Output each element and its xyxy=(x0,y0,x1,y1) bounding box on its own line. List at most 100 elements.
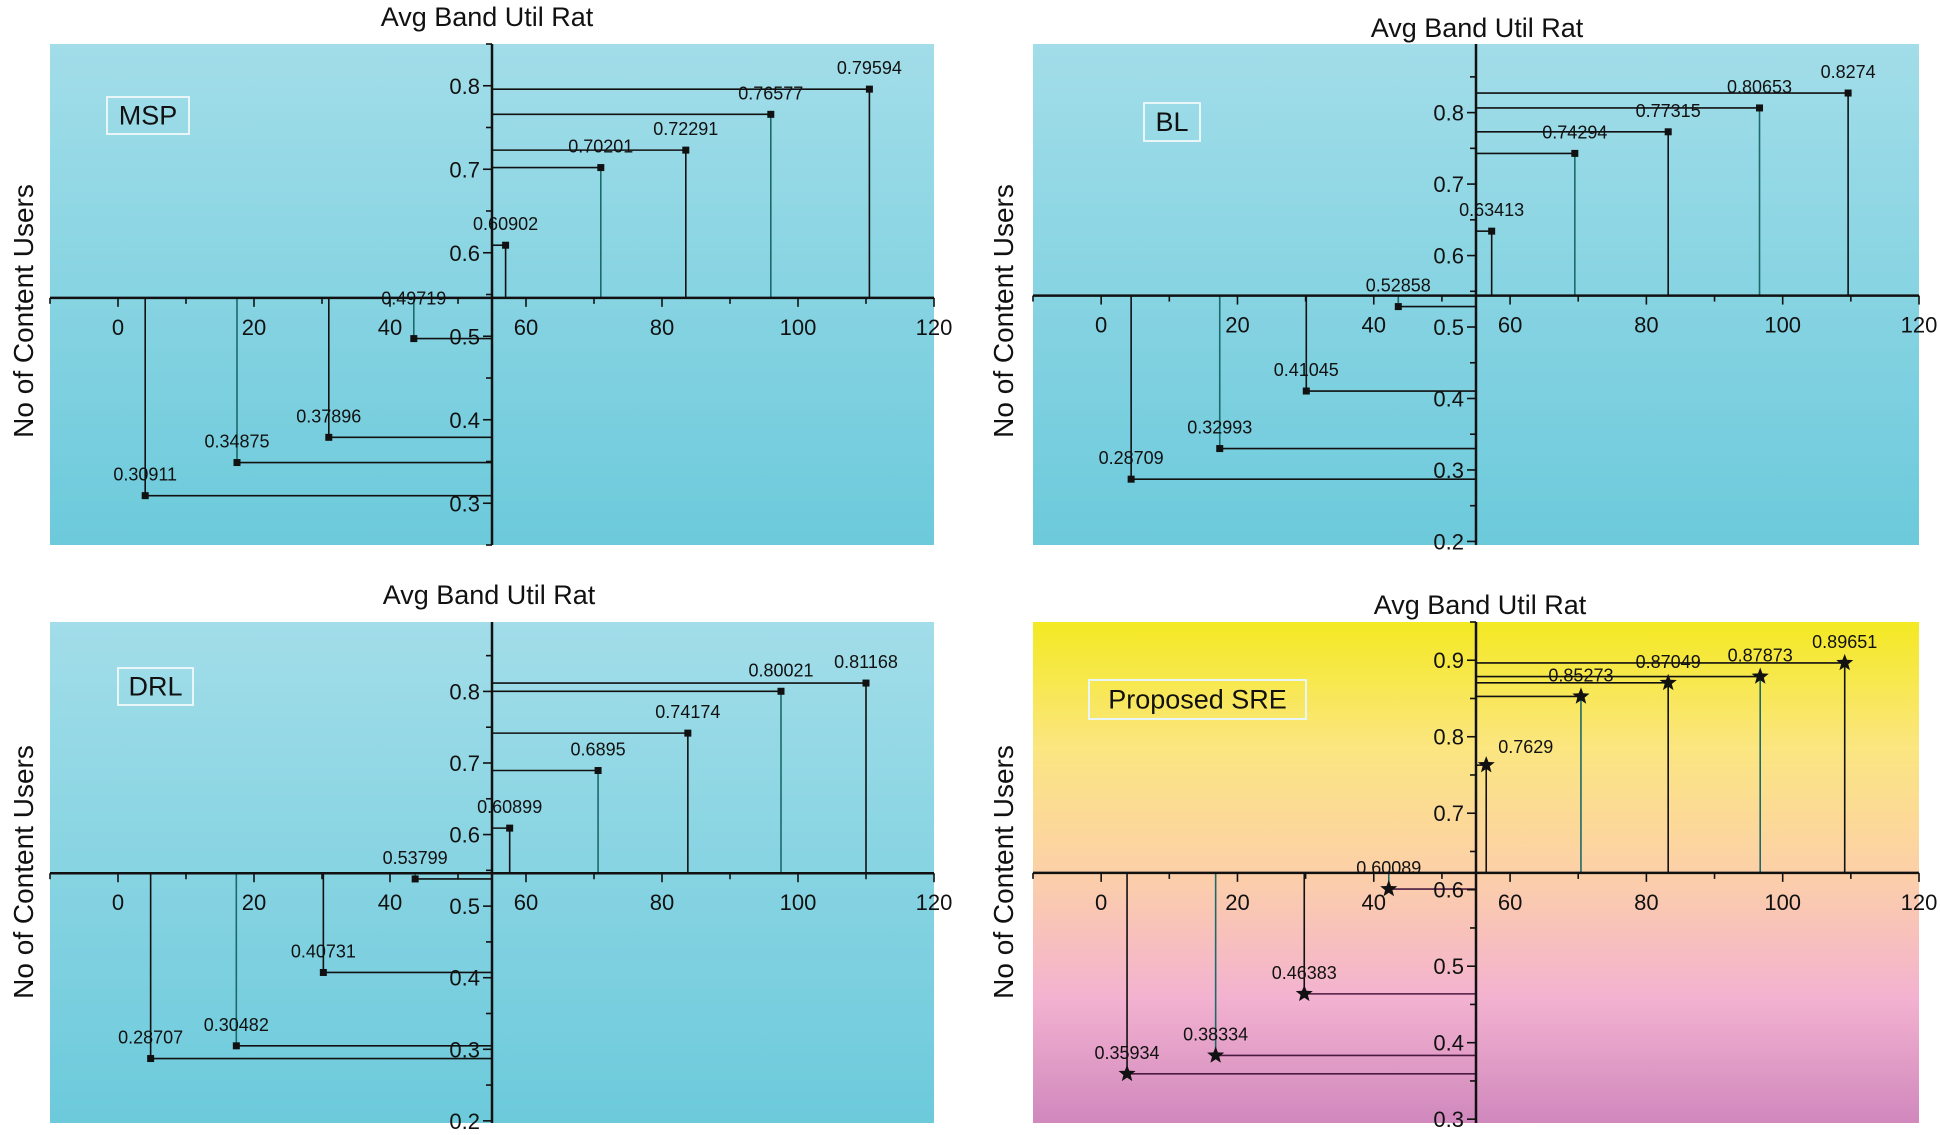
x-tick-label: 0 xyxy=(112,315,124,340)
data-point xyxy=(1751,667,1769,684)
data-point xyxy=(233,459,241,467)
y-tick-label: 0.5 xyxy=(449,894,480,919)
y-tick-label: 0.4 xyxy=(449,966,480,991)
y-tick-label: 0.5 xyxy=(449,324,480,349)
data-point xyxy=(1659,673,1677,691)
data-label: 0.8274 xyxy=(1821,62,1876,82)
y-axis-label: No of Content Users xyxy=(988,745,1019,999)
data-point xyxy=(865,85,873,93)
data-point xyxy=(1207,1046,1225,1063)
data-point xyxy=(777,687,785,695)
y-tick-label: 0.4 xyxy=(449,408,480,433)
x-tick-label: 120 xyxy=(1901,313,1938,338)
chart-panel-msp: Avg Band Util Rat No of Content Users MSP 0… xyxy=(8,2,953,546)
data-label: 0.60089 xyxy=(1356,858,1421,878)
y-tick-label: 0.8 xyxy=(449,679,480,704)
data-point xyxy=(325,433,333,441)
data-point xyxy=(862,679,870,687)
data-point xyxy=(594,767,602,775)
data-label: 0.72291 xyxy=(653,119,718,139)
data-label: 0.60902 xyxy=(473,214,538,234)
y-tick-label: 0.3 xyxy=(1433,1107,1464,1132)
y-tick-label: 0.3 xyxy=(1433,458,1464,483)
x-tick-label: 120 xyxy=(1901,890,1938,915)
data-label: 0.74174 xyxy=(655,702,720,722)
data-label: 0.37896 xyxy=(296,406,361,426)
x-tick-label: 20 xyxy=(242,890,266,915)
y-tick-label: 0.8 xyxy=(1433,725,1464,750)
x-tick-label: 20 xyxy=(1225,890,1249,915)
y-tick-label: 0.6 xyxy=(449,823,480,848)
data-point xyxy=(1118,1064,1136,1082)
y-tick-label: 0.3 xyxy=(449,491,480,516)
x-tick-label: 60 xyxy=(514,315,538,340)
chart-title: Avg Band Util Rat xyxy=(383,580,596,610)
data-label: 0.87873 xyxy=(1728,646,1793,666)
y-tick-label: 0.2 xyxy=(1433,529,1464,554)
data-point xyxy=(147,1055,155,1063)
data-label: 0.74294 xyxy=(1542,122,1607,142)
y-tick-label: 0.6 xyxy=(1433,878,1464,903)
x-tick-label: 80 xyxy=(650,315,674,340)
data-point xyxy=(411,875,419,883)
data-label: 0.30911 xyxy=(113,465,177,485)
chart-title: Avg Band Util Rat xyxy=(1374,590,1587,620)
x-tick-label: 0 xyxy=(1095,890,1107,915)
data-point xyxy=(1216,445,1224,453)
y-tick-label: 0.7 xyxy=(1433,801,1464,826)
data-point xyxy=(1572,687,1590,704)
x-tick-label: 120 xyxy=(916,315,953,340)
x-tick-label: 60 xyxy=(514,890,538,915)
data-point xyxy=(1295,984,1313,1002)
data-point xyxy=(1380,880,1398,897)
data-point xyxy=(597,164,605,172)
data-point xyxy=(1488,227,1496,235)
y-tick-label: 0.7 xyxy=(449,157,480,182)
data-point xyxy=(1302,387,1310,395)
chart-panel-bl: Avg Band Util Rat No of Content Users BL 0 2… xyxy=(988,13,1937,554)
x-tick-label: 40 xyxy=(1362,890,1386,915)
data-label: 0.35934 xyxy=(1095,1043,1160,1063)
data-point xyxy=(1571,149,1579,157)
legend-box xyxy=(106,96,190,135)
data-point xyxy=(1836,653,1854,671)
x-tick-label: 120 xyxy=(916,890,953,915)
legend-box xyxy=(1143,102,1201,142)
data-point xyxy=(684,729,692,737)
data-label: 0.80653 xyxy=(1727,77,1792,97)
y-tick-label: 0.5 xyxy=(1433,315,1464,340)
y-axis-label: No of Content Users xyxy=(988,184,1019,438)
data-point xyxy=(319,968,327,976)
x-tick-label: 60 xyxy=(1498,890,1522,915)
chart-panel-proposed-sre: Avg Band Util Rat No of Content Users Prop… xyxy=(988,590,1937,1132)
x-tick-label: 60 xyxy=(1498,313,1522,338)
y-axis-label: No of Content Users xyxy=(8,184,39,438)
x-tick-label: 100 xyxy=(780,315,817,340)
data-label: 0.38334 xyxy=(1183,1024,1248,1044)
legend-box xyxy=(1088,679,1307,720)
data-point xyxy=(767,110,775,118)
data-point xyxy=(1394,303,1402,311)
data-label: 0.30482 xyxy=(204,1015,269,1035)
data-point xyxy=(682,146,690,154)
data-point xyxy=(1477,756,1495,773)
data-label: 0.53799 xyxy=(383,848,448,868)
data-label: 0.34875 xyxy=(204,432,269,452)
data-label: 0.85273 xyxy=(1548,665,1613,685)
data-label: 0.80021 xyxy=(748,660,813,680)
data-label: 0.63413 xyxy=(1459,200,1524,220)
x-tick-label: 100 xyxy=(1764,313,1801,338)
data-label: 0.28709 xyxy=(1099,448,1164,468)
data-label: 0.41045 xyxy=(1274,360,1339,380)
data-label: 0.76577 xyxy=(738,83,803,103)
data-point xyxy=(502,241,510,249)
x-tick-label: 0 xyxy=(1095,313,1107,338)
y-tick-label: 0.6 xyxy=(449,241,480,266)
x-tick-label: 100 xyxy=(780,890,817,915)
y-tick-label: 0.3 xyxy=(449,1037,480,1062)
y-tick-label: 0.7 xyxy=(449,751,480,776)
data-label: 0.46383 xyxy=(1272,963,1337,983)
y-tick-label: 0.8 xyxy=(449,74,480,99)
data-label: 0.87049 xyxy=(1636,652,1701,672)
